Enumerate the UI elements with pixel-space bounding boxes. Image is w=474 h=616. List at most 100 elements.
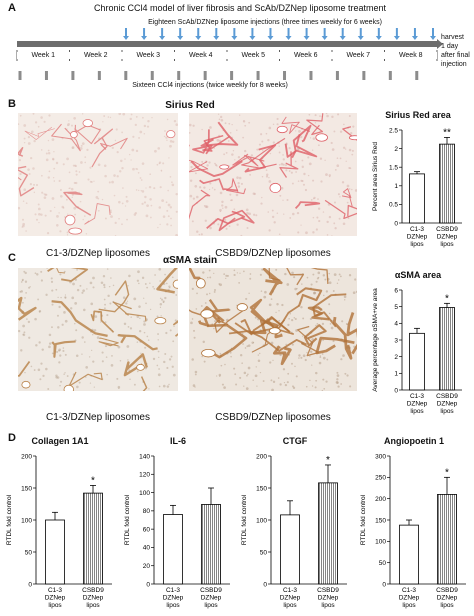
cell-nucleus <box>229 131 232 134</box>
cell-nucleus <box>41 174 43 177</box>
cell-nucleus <box>165 331 168 335</box>
chart-title: Angiopoetin 1 <box>384 436 444 446</box>
cell-nucleus <box>317 144 320 147</box>
cell-nucleus <box>204 302 207 304</box>
y-tick-label: 150 <box>375 517 386 524</box>
x-category-label: lipos <box>86 602 100 609</box>
cell-nucleus <box>119 170 122 173</box>
asma-micrograph-csbd9 <box>189 268 357 391</box>
stained-septum <box>24 126 55 140</box>
panel-a-letter: A <box>8 2 16 14</box>
cell-nucleus <box>117 385 121 389</box>
stained-septum <box>241 137 286 169</box>
stained-septum <box>98 280 130 313</box>
cell-nucleus <box>157 373 161 377</box>
stained-septum <box>18 360 31 377</box>
cell-nucleus <box>281 303 284 307</box>
cell-nucleus <box>27 142 31 145</box>
cell-nucleus <box>43 193 45 195</box>
cell-nucleus <box>315 280 318 283</box>
cell-nucleus <box>288 317 290 320</box>
cell-nucleus <box>75 173 78 176</box>
cell-nucleus <box>55 374 58 377</box>
cell-nucleus <box>300 305 303 309</box>
cell-nucleus <box>64 319 68 323</box>
cell-nucleus <box>71 146 75 149</box>
cell-nucleus <box>351 149 354 152</box>
cell-nucleus <box>167 215 170 218</box>
cell-nucleus <box>76 288 80 292</box>
vessel-lumen <box>200 309 214 319</box>
cell-nucleus <box>34 317 37 321</box>
cell-nucleus <box>158 368 160 370</box>
cell-nucleus <box>47 388 50 390</box>
x-category-label: DZNep <box>399 595 420 602</box>
cell-nucleus <box>121 202 124 205</box>
cell-nucleus <box>305 385 308 388</box>
y-tick-label: 3 <box>394 337 398 344</box>
cell-nucleus <box>60 194 63 198</box>
cell-nucleus <box>218 283 221 285</box>
cell-nucleus <box>93 329 97 332</box>
cell-nucleus <box>59 380 63 383</box>
cell-nucleus <box>126 345 130 348</box>
cell-nucleus <box>226 274 229 277</box>
cell-nucleus <box>314 122 317 124</box>
chart-title: IL-6 <box>169 436 186 446</box>
cell-nucleus <box>328 272 330 275</box>
cell-nucleus <box>167 203 171 207</box>
cell-nucleus <box>175 234 178 236</box>
cell-nucleus <box>354 278 357 281</box>
y-tick-label: 200 <box>21 453 32 460</box>
cell-nucleus <box>271 209 274 212</box>
cell-nucleus <box>206 293 208 296</box>
cell-nucleus <box>249 173 252 176</box>
cell-nucleus <box>58 179 61 183</box>
cell-nucleus <box>328 215 332 219</box>
panel-a-title: Chronic CCl4 model of liver fibrosis and… <box>93 3 387 13</box>
cell-nucleus <box>309 379 311 382</box>
cell-nucleus <box>135 189 138 191</box>
panel-b-letter: B <box>8 98 16 110</box>
cell-nucleus <box>156 364 159 367</box>
cell-nucleus <box>104 307 106 310</box>
cell-nucleus <box>317 271 321 275</box>
x-category-label: lipos <box>410 241 424 248</box>
cell-nucleus <box>20 281 23 283</box>
timeline-bar <box>17 41 437 47</box>
stained-septum <box>346 312 357 355</box>
cell-nucleus <box>113 194 116 197</box>
vessel-lumen <box>276 125 288 134</box>
cell-nucleus <box>60 296 62 299</box>
cell-nucleus <box>153 187 156 190</box>
x-category-label: DZNep <box>318 595 339 602</box>
stained-septum <box>291 124 312 159</box>
cell-nucleus <box>25 202 28 205</box>
cell-nucleus <box>166 366 169 370</box>
cell-nucleus <box>140 352 142 354</box>
cell-nucleus <box>19 172 22 176</box>
cell-nucleus <box>228 225 231 227</box>
y-tick-label: 0.5 <box>389 202 398 209</box>
cell-nucleus <box>101 360 104 363</box>
cell-nucleus <box>39 378 42 381</box>
y-tick-label: 50 <box>260 549 268 556</box>
cell-nucleus <box>231 123 233 126</box>
cell-nucleus <box>257 354 259 356</box>
cell-nucleus <box>342 354 345 357</box>
cell-nucleus <box>43 196 47 199</box>
cell-nucleus <box>231 153 234 156</box>
y-tick-label: 1 <box>394 183 398 190</box>
cell-nucleus <box>27 136 30 139</box>
cell-nucleus <box>199 186 202 189</box>
cell-nucleus <box>201 160 204 163</box>
liposome-injection-arrow <box>357 28 364 40</box>
cell-nucleus <box>70 187 74 191</box>
cell-nucleus <box>267 139 270 142</box>
cell-nucleus <box>285 343 287 346</box>
cell-nucleus <box>75 165 77 168</box>
error-bar <box>90 485 96 494</box>
cell-nucleus <box>285 169 288 172</box>
cell-nucleus <box>58 361 61 364</box>
cell-nucleus <box>24 297 26 299</box>
